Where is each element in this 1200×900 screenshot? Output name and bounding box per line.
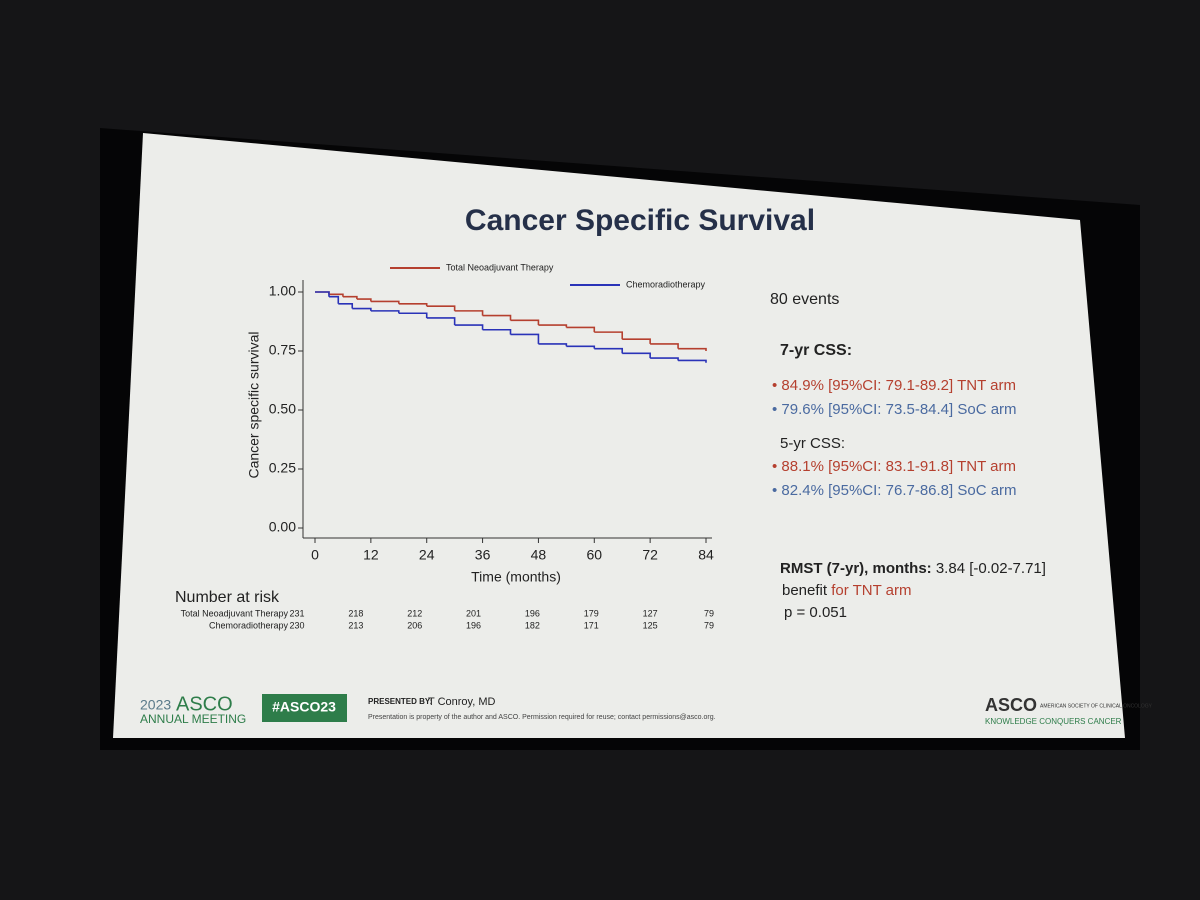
css5-tnt-text: 88.1% [95%CI: 83.1-91.8] TNT arm bbox=[781, 458, 1016, 475]
survival-step bbox=[356, 298, 372, 302]
risk-count: 230 bbox=[289, 620, 304, 630]
survival-step bbox=[426, 317, 456, 326]
risk-count: 196 bbox=[466, 620, 481, 630]
survival-step bbox=[594, 331, 624, 340]
survival-step bbox=[398, 312, 428, 318]
x-tick-label: 48 bbox=[531, 547, 547, 563]
css5-soc-text: 82.4% [95%CI: 76.7-86.8] SoC arm bbox=[781, 482, 1016, 499]
risk-row-name: Chemoradiotherapy bbox=[209, 620, 289, 630]
hashtag-box bbox=[262, 694, 347, 722]
risk-count: 196 bbox=[525, 608, 540, 618]
survival-step bbox=[678, 347, 707, 351]
rmst-label: RMST (7-yr), months: bbox=[780, 560, 932, 577]
y-axis-label: Cancer specific survival bbox=[246, 331, 262, 478]
y-tick-label: 0.75 bbox=[269, 342, 296, 358]
footer-presenter: T Conroy, MD bbox=[428, 696, 495, 708]
css5-heading: 5-yr CSS: bbox=[780, 435, 845, 452]
legend-label: Chemoradiotherapy bbox=[626, 279, 706, 289]
rmst: RMST (7-yr), months: 3.84 [-0.02-7.71] bbox=[780, 560, 1046, 577]
x-tick-label: 84 bbox=[698, 547, 714, 563]
risk-count: 79 bbox=[704, 608, 714, 618]
slide bbox=[113, 133, 1125, 738]
survival-step bbox=[328, 295, 340, 304]
survival-step bbox=[338, 303, 354, 309]
footer-asco: ASCO bbox=[176, 693, 233, 715]
survival-step bbox=[510, 333, 540, 344]
survival-step bbox=[538, 343, 568, 347]
survival-step bbox=[566, 326, 596, 333]
y-tick-label: 0.25 bbox=[269, 460, 296, 476]
risk-count: 125 bbox=[643, 620, 658, 630]
risk-count: 218 bbox=[348, 608, 363, 618]
rmst-value: 3.84 [-0.02-7.71] bbox=[936, 560, 1046, 577]
survival-step bbox=[482, 328, 512, 335]
risk-count: 171 bbox=[584, 620, 599, 630]
risk-count: 212 bbox=[407, 608, 422, 618]
survival-step bbox=[678, 359, 707, 363]
survival-step bbox=[315, 291, 330, 297]
footer-tagline: KNOWLEDGE CONQUERS CANCER bbox=[985, 717, 1122, 726]
footer-logo: ASCO bbox=[985, 695, 1037, 715]
survival-step bbox=[454, 310, 484, 316]
survival-step bbox=[482, 314, 512, 321]
slide-title: Cancer Specific Survival bbox=[465, 204, 815, 237]
risk-count: 127 bbox=[643, 608, 658, 618]
p-value: p = 0.051 bbox=[784, 604, 847, 621]
survival-step bbox=[352, 307, 372, 311]
css5-tnt: • 88.1% [95%CI: 83.1-91.8] TNT arm bbox=[772, 458, 1016, 475]
risk-row-name: Total Neoadjuvant Therapy bbox=[181, 608, 289, 618]
benefit-word: benefit bbox=[782, 582, 828, 599]
css7-tnt-text: 84.9% [95%CI: 79.1-89.2] TNT arm bbox=[781, 377, 1016, 394]
y-tick-label: 0.00 bbox=[269, 519, 296, 535]
x-tick-label: 36 bbox=[475, 547, 491, 563]
survival-step bbox=[510, 319, 540, 326]
risk-count: 206 bbox=[407, 620, 422, 630]
risk-title: Number at risk bbox=[175, 589, 280, 606]
events: 80 events bbox=[770, 291, 839, 308]
survival-step bbox=[538, 324, 568, 328]
legend-label: Total Neoadjuvant Therapy bbox=[446, 262, 554, 272]
footer-notice: Presentation is property of the author a… bbox=[368, 714, 716, 721]
risk-count: 213 bbox=[348, 620, 363, 630]
x-tick-label: 60 bbox=[586, 547, 602, 563]
survival-step bbox=[594, 347, 624, 354]
css7-tnt: • 84.9% [95%CI: 79.1-89.2] TNT arm bbox=[772, 377, 1016, 394]
x-tick-label: 24 bbox=[419, 547, 435, 563]
survival-step bbox=[622, 338, 651, 344]
x-axis-label: Time (months) bbox=[471, 569, 561, 585]
survival-step bbox=[622, 352, 651, 359]
risk-count: 201 bbox=[466, 608, 481, 618]
footer-presented-by: PRESENTED BY: bbox=[368, 697, 432, 706]
footer-society: AMERICAN SOCIETY OF CLINICAL ONCOLOGY bbox=[1040, 703, 1153, 709]
survival-step bbox=[454, 324, 484, 330]
css7-soc: • 79.6% [95%CI: 73.5-84.4] SoC arm bbox=[772, 401, 1017, 418]
risk-count: 179 bbox=[584, 608, 599, 618]
x-tick-label: 12 bbox=[363, 547, 379, 563]
footer-hashtag: #ASCO23 bbox=[272, 699, 336, 715]
survival-step bbox=[650, 343, 679, 349]
benefit: benefit for TNT arm bbox=[782, 582, 912, 599]
survival-step bbox=[398, 303, 428, 307]
benefit-arm: for TNT arm bbox=[831, 582, 911, 599]
y-tick-label: 0.50 bbox=[269, 401, 296, 417]
x-tick-label: 72 bbox=[642, 547, 658, 563]
survival-step bbox=[650, 357, 679, 361]
risk-count: 79 bbox=[704, 620, 714, 630]
y-tick-label: 1.00 bbox=[269, 283, 296, 299]
css5-soc: • 82.4% [95%CI: 76.7-86.8] SoC arm bbox=[772, 482, 1017, 499]
css7-heading: 7-yr CSS: bbox=[780, 342, 852, 359]
risk-count: 182 bbox=[525, 620, 540, 630]
x-tick-label: 0 bbox=[311, 547, 319, 563]
survival-step bbox=[426, 305, 456, 311]
footer-year: 2023 bbox=[140, 697, 171, 713]
risk-count: 231 bbox=[289, 608, 304, 618]
css7-soc-text: 79.6% [95%CI: 73.5-84.4] SoC arm bbox=[781, 401, 1016, 418]
footer-meeting: ANNUAL MEETING bbox=[140, 712, 246, 726]
